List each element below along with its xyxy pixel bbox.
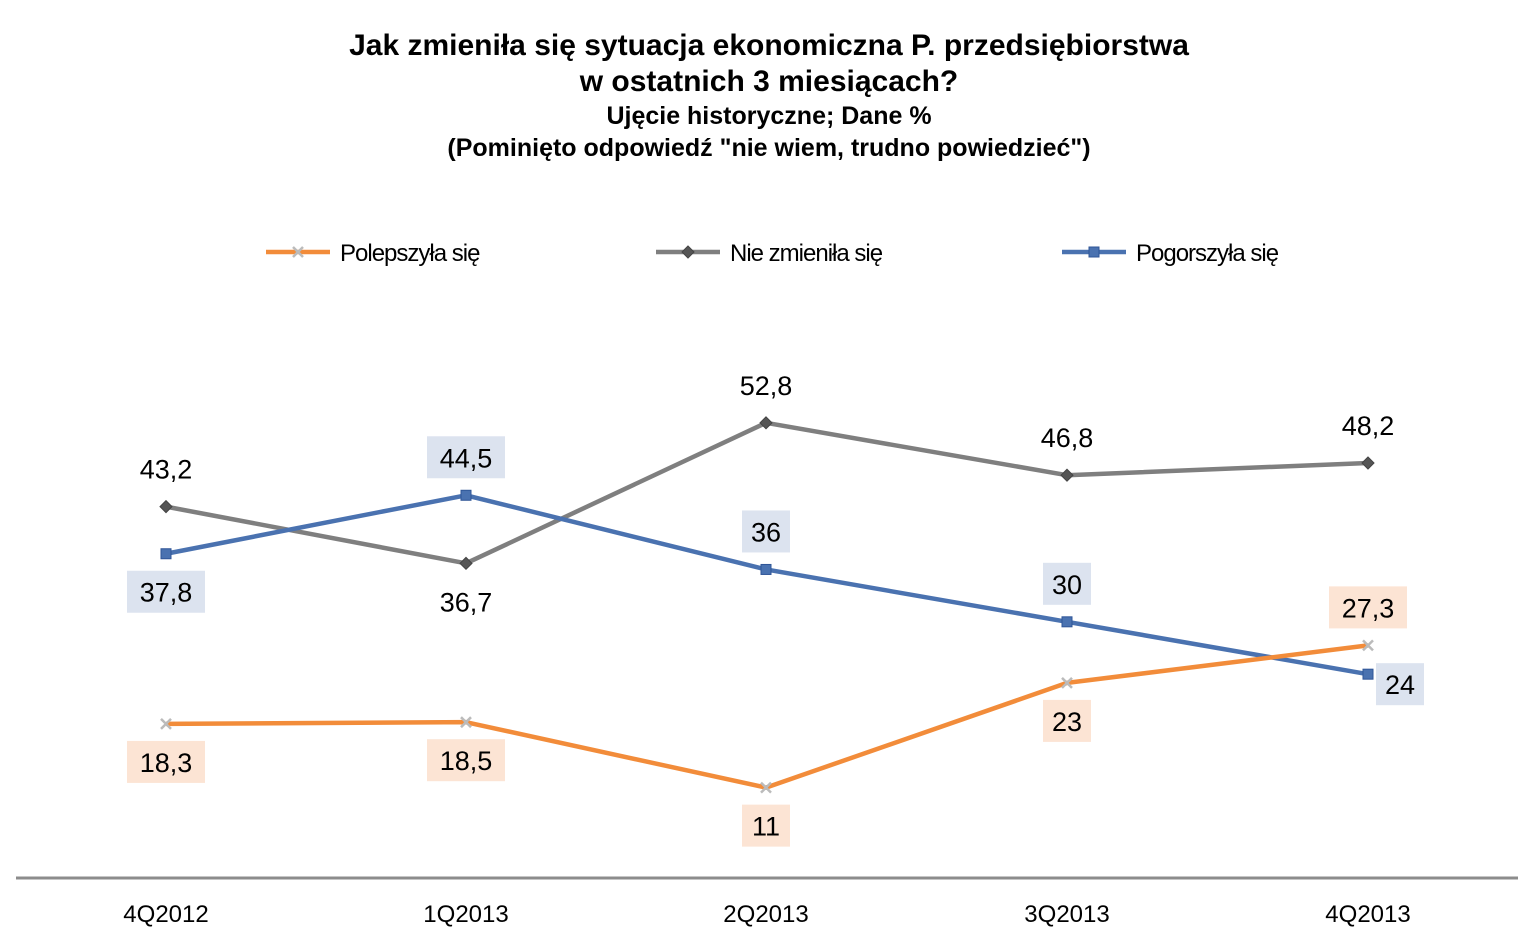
data-label-pogorszy-a-si-4q2012-bg (127, 570, 205, 613)
x-tick-label-4q2013: 4Q2013 (1325, 901, 1410, 928)
chart-title-line-2: w ostatnich 3 miesiącach? (579, 65, 959, 98)
point-nie-zmieni-a-si-4q2013 (1361, 456, 1375, 470)
legend-label-pogorszy-a-si: Pogorszyła się (1136, 240, 1279, 267)
x-tick-label-3q2013: 3Q2013 (1024, 901, 1109, 928)
data-label-polepszy-a-si-2q2013-bg (742, 804, 790, 847)
data-label-nie-zmieni-a-si-4q2013: 48,2 (1342, 411, 1395, 441)
point-nie-zmieni-a-si-1q2013 (459, 556, 473, 571)
data-label-pogorszy-a-si-2q2013: 36 (751, 517, 781, 547)
chart-subtitle-line-2: (Pominięto odpowiedź "nie wiem, trudno p… (447, 134, 1091, 162)
chart-title-line-1: Jak zmieniła się sytuacja ekonomiczna P.… (349, 29, 1189, 62)
data-label-polepszy-a-si-4q2013: 27,3 (1342, 593, 1395, 623)
chart-title-block: Jak zmieniła się sytuacja ekonomiczna P.… (0, 28, 1538, 164)
legend-label-polepszy-a-si: Polepszyła się (340, 240, 480, 267)
data-label-pogorszy-a-si-1q2013-bg (427, 436, 505, 479)
data-label-nie-zmieni-a-si-2q2013: 52,8 (740, 371, 793, 401)
data-label-polepszy-a-si-1q2013-bg (427, 739, 505, 782)
data-label-polepszy-a-si-3q2013: 23 (1052, 707, 1082, 737)
data-label-pogorszy-a-si-4q2013-bg (1376, 663, 1424, 706)
point-pogorszy-a-si-1q2013 (460, 489, 472, 501)
data-label-polepszy-a-si-4q2012-bg (127, 740, 205, 783)
legend-marker-pogorszy-a-si (1088, 246, 1100, 258)
data-label-nie-zmieni-a-si-3q2013: 46,8 (1041, 423, 1094, 453)
x-tick-label-2q2013: 2Q2013 (723, 901, 808, 928)
chart-subtitle-line-1: Ujęcie historyczne; Dane % (606, 102, 932, 130)
point-pogorszy-a-si-4q2012 (160, 548, 172, 560)
data-label-pogorszy-a-si-4q2012: 37,8 (140, 578, 193, 608)
data-label-polepszy-a-si-1q2013: 18,5 (440, 746, 493, 776)
point-nie-zmieni-a-si-2q2013 (759, 416, 773, 430)
data-label-pogorszy-a-si-3q2013-bg (1043, 562, 1091, 605)
point-polepszy-a-si-3q2013 (1061, 677, 1073, 689)
x-tick-label-4q2012: 4Q2012 (123, 901, 208, 928)
legend-label-nie-zmieni-a-si: Nie zmieniła się (730, 240, 883, 267)
point-polepszy-a-si-1q2013 (460, 716, 472, 729)
point-nie-zmieni-a-si-4q2012 (159, 499, 173, 514)
x-tick-label-1q2013: 1Q2013 (423, 901, 508, 928)
point-pogorszy-a-si-4q2013 (1362, 668, 1374, 680)
point-pogorszy-a-si-2q2013 (760, 563, 772, 575)
legend-marker-polepszy-a-si (292, 246, 304, 258)
data-label-polepszy-a-si-2q2013: 11 (752, 812, 780, 842)
data-label-pogorszy-a-si-1q2013: 44,5 (440, 443, 493, 473)
data-label-pogorszy-a-si-3q2013: 30 (1052, 570, 1082, 600)
data-label-nie-zmieni-a-si-4q2012: 43,2 (140, 455, 193, 485)
data-label-polepszy-a-si-3q2013-bg (1043, 699, 1091, 742)
data-label-pogorszy-a-si-4q2013: 24 (1385, 670, 1415, 700)
point-nie-zmieni-a-si-3q2013 (1060, 468, 1074, 482)
data-label-polepszy-a-si-4q2012: 18,3 (140, 748, 193, 778)
legend-marker-nie-zmieni-a-si (681, 245, 695, 259)
data-label-nie-zmieni-a-si-1q2013: 36,7 (440, 587, 493, 617)
data-label-pogorszy-a-si-2q2013-bg (742, 510, 790, 553)
point-polepszy-a-si-4q2013 (1362, 639, 1374, 652)
point-polepszy-a-si-4q2012 (160, 718, 172, 730)
series-line-polepszy-a-si (165, 643, 1369, 790)
data-label-polepszy-a-si-4q2013-bg (1329, 586, 1407, 629)
point-polepszy-a-si-2q2013 (760, 781, 772, 794)
point-pogorszy-a-si-3q2013 (1061, 616, 1073, 628)
